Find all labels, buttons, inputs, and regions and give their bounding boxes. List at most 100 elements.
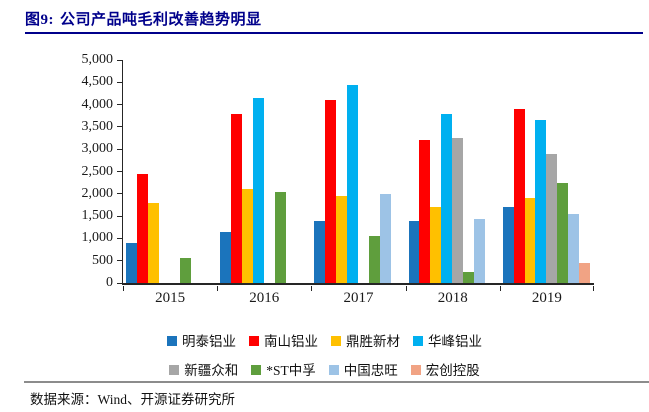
bar (136, 173, 148, 283)
legend-swatch (169, 364, 180, 375)
bar (524, 198, 536, 283)
legend-swatch (413, 335, 423, 346)
legend-swatch (410, 364, 421, 375)
legend-label: 新疆众和 (184, 363, 239, 378)
bar (126, 242, 137, 283)
bar-group (123, 60, 217, 283)
bar (568, 213, 580, 283)
y-axis-label: 1,500 (81, 208, 114, 224)
y-axis-label: 3,500 (81, 118, 114, 134)
x-axis-label: 2016 (249, 290, 280, 306)
bar (241, 189, 253, 283)
bar (463, 271, 474, 283)
title-rule (25, 32, 643, 34)
x-axis-tick (123, 286, 124, 291)
bar (220, 231, 232, 283)
y-axis-label: 5,000 (81, 52, 114, 67)
y-axis-tick (117, 171, 122, 172)
figure-label: 图9: (25, 12, 54, 28)
bar (379, 193, 391, 283)
bar (180, 258, 192, 283)
bar (147, 202, 159, 283)
y-axis-tick (117, 126, 122, 128)
legend-label: 鼎胜新材 (346, 334, 400, 349)
bar (579, 262, 590, 283)
y-axis-label: 1,000 (81, 230, 114, 246)
bar (557, 182, 569, 283)
legend-label: 中国忠旺 (343, 363, 398, 378)
legend-item: 中国忠旺 (328, 359, 398, 379)
legend-label: *ST中孚 (266, 363, 316, 378)
y-axis-label: 4,500 (81, 74, 114, 90)
legend-item: 新疆众和 (169, 359, 238, 379)
legend-label: 南山铝业 (264, 334, 318, 349)
y-axis-tick (117, 282, 122, 284)
chart-legend: 明泰铝业 南山铝业 鼎胜新材 华峰铝业新疆众和 *ST中孚 中国忠旺 宏创控股 (0, 330, 649, 379)
figure-title: 图9: 公司产品吨毛利改善趋势明显 (25, 8, 262, 29)
y-axis-label: 4,000 (81, 96, 114, 112)
y-axis-label: 500 (92, 252, 113, 268)
x-axis-tick (405, 286, 407, 291)
bar (546, 153, 558, 283)
bar-group (500, 60, 594, 283)
legend-swatch (328, 364, 339, 375)
x-axis-label: 2017 (343, 290, 374, 306)
y-axis-label: 2,500 (81, 163, 114, 179)
x-axis-label: 2018 (437, 290, 468, 306)
bar (325, 100, 337, 283)
bar (347, 84, 358, 283)
bar (502, 207, 514, 283)
bar (419, 140, 431, 283)
y-axis-tick (117, 215, 122, 217)
y-axis-label: 0 (106, 275, 113, 290)
legend-label: 华峰铝业 (428, 334, 482, 349)
bar (430, 207, 442, 283)
x-axis-tick (593, 286, 594, 291)
source-note: 数据来源：Wind、开源证券研究所 (30, 392, 235, 407)
bar (441, 113, 453, 283)
x-axis-tick (311, 286, 313, 291)
y-axis-tick (117, 59, 122, 61)
bar (368, 236, 380, 283)
figure-title-text: 公司产品吨毛利改善趋势明显 (60, 12, 262, 28)
bar (513, 109, 525, 283)
bar (314, 220, 326, 283)
y-axis-tick (117, 81, 122, 83)
x-axis-label: 2015 (155, 290, 186, 306)
x-axis-label: 2019 (531, 290, 562, 306)
bar (336, 196, 348, 283)
bar-group (217, 60, 311, 283)
bar-group (311, 60, 405, 283)
plot-area: 0 500 1,000 1,500 2,000 2,500 3,000 3,500 4,000 4… (82, 52, 594, 306)
bar (473, 219, 485, 283)
legend-item: 鼎胜新材 (331, 330, 400, 350)
legend-swatch (331, 335, 341, 346)
bar (274, 191, 286, 283)
y-axis-tick (117, 104, 122, 106)
bar (535, 120, 547, 283)
legend-item: 南山铝业 (249, 330, 318, 350)
bar (452, 138, 464, 283)
legend-swatch (251, 364, 262, 375)
x-axis-tick (217, 286, 219, 291)
legend-item: 明泰铝业 (167, 330, 236, 350)
y-axis-tick (117, 237, 122, 239)
legend-item: 宏创控股 (410, 359, 480, 379)
y-axis-tick (117, 193, 122, 195)
bar (252, 97, 264, 283)
legend-swatch (167, 335, 177, 346)
bar (231, 113, 242, 283)
legend-row: 明泰铝业 南山铝业 鼎胜新材 华峰铝业 (0, 330, 649, 350)
bar (408, 220, 420, 283)
legend-swatch (249, 335, 259, 346)
y-axis-tick (117, 260, 122, 262)
x-axis-tick (499, 286, 501, 291)
legend-label: 宏创控股 (425, 363, 480, 378)
y-axis-tick (117, 148, 122, 150)
bar-group (406, 60, 500, 283)
legend-item: 华峰铝业 (413, 330, 482, 350)
legend-item: *ST中孚 (251, 359, 316, 379)
footer-rule (24, 381, 649, 383)
legend-label: 明泰铝业 (182, 334, 236, 349)
